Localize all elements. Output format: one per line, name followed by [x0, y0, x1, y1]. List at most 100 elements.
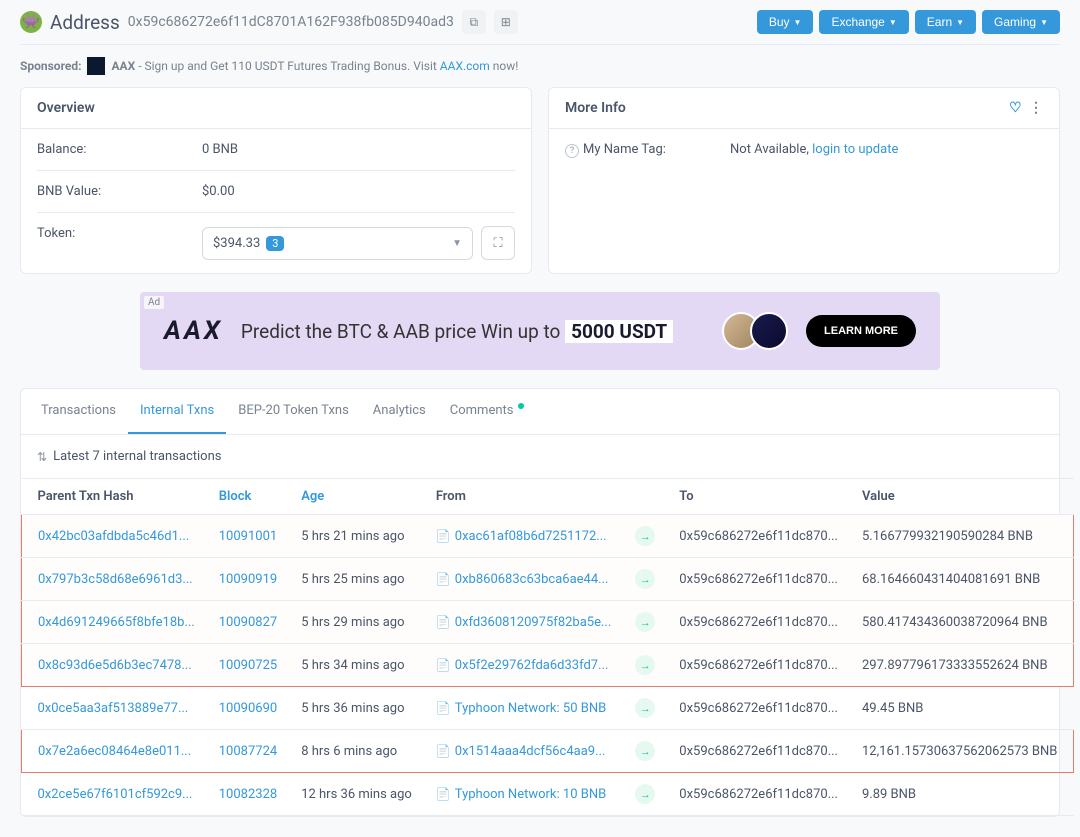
block-link[interactable]: 10090919 — [219, 572, 277, 587]
col-block[interactable]: Block — [207, 479, 289, 515]
overview-title: Overview — [21, 88, 531, 129]
token-dropdown[interactable]: $394.333 ▼ — [202, 227, 473, 260]
table-row: 0x2ce5e67f6101cf592c9... 10082328 12 hrs 3… — [22, 773, 1074, 816]
ad-logo: AAX — [164, 316, 223, 346]
col-hash: Parent Txn Hash — [22, 479, 207, 515]
txn-value: 68.164660431404081691 BNB — [850, 558, 1074, 601]
col-from: From — [424, 479, 623, 515]
earn-button[interactable]: Earn▼ — [915, 10, 976, 34]
txn-age: 5 hrs 29 mins ago — [289, 601, 424, 644]
ad-coins-icon — [722, 312, 788, 350]
txn-hash-link[interactable]: 0x42bc03afdbda5c46d1... — [38, 529, 189, 544]
expand-icon[interactable]: ⛶ — [481, 226, 515, 260]
sponsor-suffix: now! — [490, 59, 519, 73]
exchange-button[interactable]: Exchange▼ — [819, 10, 908, 34]
from-link[interactable]: 0xfd3608120975f82ba5e... — [455, 615, 612, 630]
bnb-value: $0.00 — [202, 184, 235, 199]
txn-age: 5 hrs 36 mins ago — [289, 687, 424, 730]
txn-hash-link[interactable]: 0x2ce5e67f6101cf592c9... — [38, 787, 193, 802]
txn-value: 580.417434360038720964 BNB — [850, 601, 1074, 644]
nametag-value: Not Available, — [730, 142, 812, 157]
file-icon: 📄 — [436, 701, 451, 715]
arrow-in-icon: → — [635, 569, 655, 589]
tab-comments[interactable]: Comments — [438, 389, 526, 434]
table-info-text: Latest 7 internal transactions — [53, 449, 221, 464]
balance-label: Balance: — [37, 142, 202, 157]
token-value: $394.33 — [213, 236, 260, 251]
col-age[interactable]: Age — [289, 479, 424, 515]
token-label: Token: — [37, 226, 202, 260]
buy-button[interactable]: Buy▼ — [757, 10, 814, 34]
tab-bep20[interactable]: BEP-20 Token Txns — [226, 389, 361, 434]
table-row: 0x797b3c58d68e6961d3...100909195 hrs 25 … — [22, 558, 1074, 601]
sponsor-link[interactable]: AAX.com — [440, 59, 490, 73]
to-address: 0x59c686272e6f11dc870... — [667, 687, 850, 730]
table-row: 0x42bc03afdbda5c46d1...100910015 hrs 21 … — [22, 515, 1074, 558]
from-link[interactable]: Typhoon Network: 50 BNB — [455, 701, 606, 716]
txn-hash-link[interactable]: 0x797b3c58d68e6961d3... — [38, 572, 193, 587]
arrow-in-icon: → — [635, 741, 655, 761]
sponsor-brand: AAX — [111, 59, 135, 73]
from-link[interactable]: 0x1514aaa4dcf56c4aa9... — [455, 744, 606, 759]
txn-age: 12 hrs 36 mins ago — [289, 773, 424, 816]
file-icon: 📄 — [436, 787, 451, 801]
qr-icon[interactable]: ⊞ — [494, 10, 518, 34]
txn-value: 49.45 BNB — [850, 687, 1074, 730]
chevron-down-icon: ▼ — [452, 238, 462, 249]
txn-value: 5.166779932190590284 BNB — [850, 515, 1074, 558]
address-label: Address — [50, 11, 120, 34]
txn-table: Parent Txn Hash Block Age From To Value … — [21, 478, 1074, 816]
table-row: 0x0ce5aa3af513889e77... 10090690 5 hrs 36 … — [22, 687, 1074, 730]
ad-banner[interactable]: Ad AAX Predict the BTC & AAB price Win u… — [140, 292, 940, 370]
block-link[interactable]: 10090690 — [219, 701, 277, 716]
nametag-label: My Name Tag: — [583, 142, 666, 157]
address-avatar-icon: 👾 — [20, 11, 42, 33]
txn-hash-link[interactable]: 0x7e2a6ec08464e8e011... — [38, 744, 191, 759]
txn-value: 9.89 BNB — [850, 773, 1074, 816]
txn-age: 8 hrs 6 mins ago — [289, 730, 424, 773]
from-link[interactable]: 0xac61af08b6d7251172... — [455, 529, 607, 544]
block-link[interactable]: 10090827 — [219, 615, 277, 630]
col-value: Value — [850, 479, 1074, 515]
txn-hash-link[interactable]: 0x4d691249665f8bfe18b... — [38, 615, 195, 630]
from-link[interactable]: 0x5f2e29762fda6d33fd7... — [455, 658, 609, 673]
from-link[interactable]: Typhoon Network: 10 BNB — [455, 787, 606, 802]
more-info-card: More Info ♡ ⋮ ?My Name Tag: Not Availabl… — [548, 87, 1060, 274]
block-link[interactable]: 10090725 — [219, 658, 277, 673]
tab-analytics[interactable]: Analytics — [361, 389, 438, 434]
header-actions: Buy▼ Exchange▼ Earn▼ Gaming▼ — [757, 10, 1060, 34]
txn-value: 297.897796173333552624 BNB — [850, 644, 1074, 687]
sponsored-label: Sponsored: — [20, 59, 81, 73]
more-menu-icon[interactable]: ⋮ — [1029, 100, 1043, 116]
address-hash: 0x59c686272e6f11dC8701A162F938fb085D940a… — [128, 14, 454, 30]
from-link[interactable]: 0xb860683c63bca6ae44... — [455, 572, 609, 587]
tab-internal-txns[interactable]: Internal Txns — [128, 389, 226, 434]
gaming-button[interactable]: Gaming▼ — [982, 10, 1060, 34]
txn-hash-link[interactable]: 0x8c93d6e5d6b3ec7478... — [38, 658, 192, 673]
file-icon: 📄 — [436, 529, 451, 543]
block-link[interactable]: 10087724 — [219, 744, 277, 759]
to-address: 0x59c686272e6f11dc870... — [667, 730, 850, 773]
block-link[interactable]: 10082328 — [219, 787, 277, 802]
copy-icon[interactable]: ⧉ — [462, 10, 486, 34]
to-address: 0x59c686272e6f11dc870... — [667, 601, 850, 644]
help-icon[interactable]: ? — [565, 144, 579, 158]
nametag-login-link[interactable]: login to update — [812, 142, 898, 157]
col-to: To — [667, 479, 850, 515]
sort-icon[interactable]: ⇅ — [37, 450, 47, 464]
txn-hash-link[interactable]: 0x0ce5aa3af513889e77... — [38, 701, 189, 716]
heart-icon[interactable]: ♡ — [1009, 100, 1022, 116]
tabs: Transactions Internal Txns BEP-20 Token … — [21, 389, 1059, 435]
arrow-in-icon: → — [635, 655, 655, 675]
ad-text: Predict the BTC & AAB price Win up to 50… — [241, 320, 704, 343]
to-address: 0x59c686272e6f11dc870... — [667, 558, 850, 601]
tab-transactions[interactable]: Transactions — [29, 389, 128, 434]
arrow-in-icon: → — [635, 612, 655, 632]
bnb-value-label: BNB Value: — [37, 184, 202, 199]
to-address: 0x59c686272e6f11dc870... — [667, 773, 850, 816]
overview-card: Overview Balance: 0 BNB BNB Value: $0.00… — [20, 87, 532, 274]
ad-learn-more-button[interactable]: LEARN MORE — [806, 315, 916, 347]
page-header: 👾 Address 0x59c686272e6f11dC8701A162F938… — [20, 0, 1060, 45]
to-address: 0x59c686272e6f11dc870... — [667, 644, 850, 687]
block-link[interactable]: 10091001 — [219, 529, 277, 544]
